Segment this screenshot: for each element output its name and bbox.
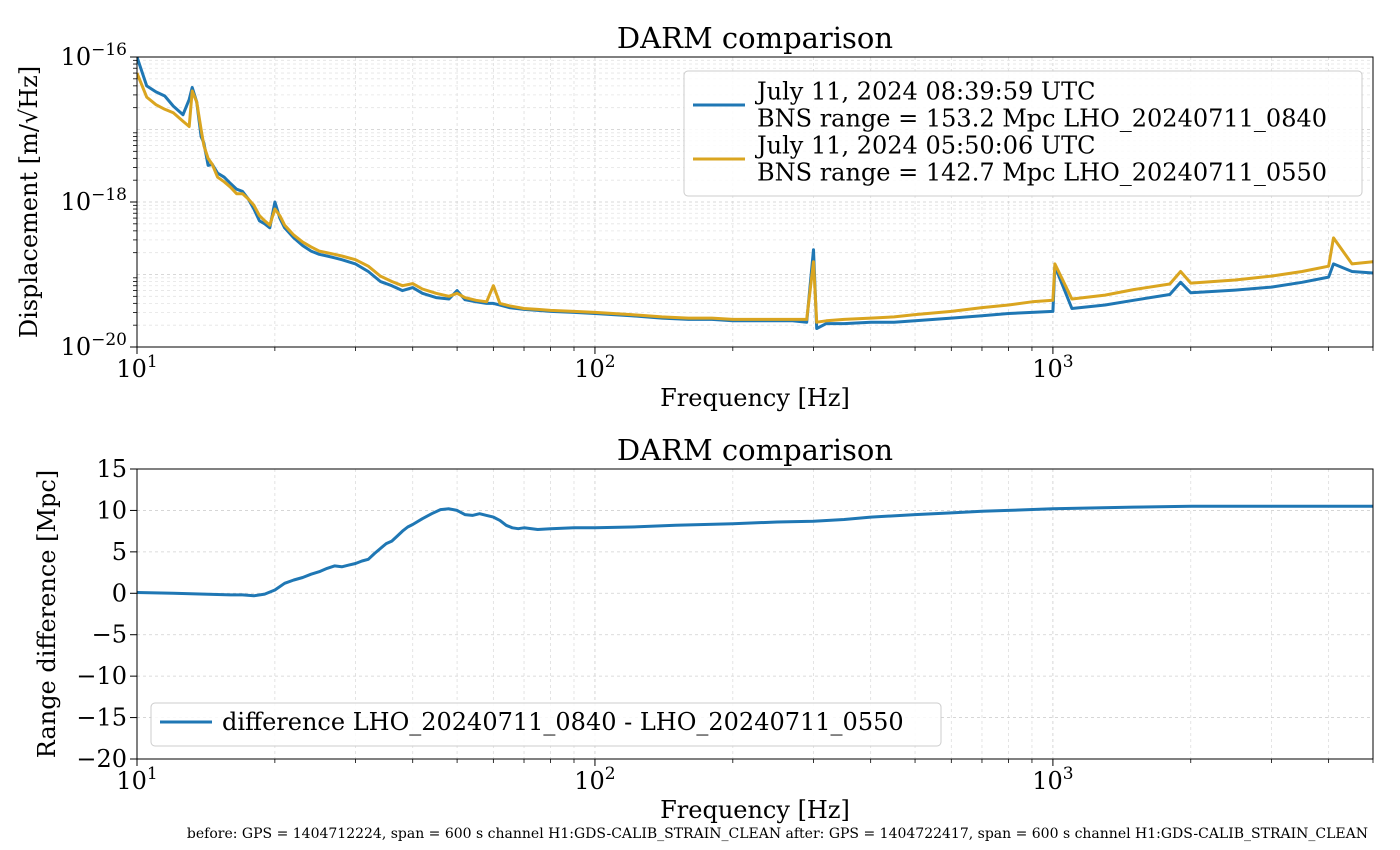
y-tick-label: −15 [76, 704, 127, 732]
y-tick-label: 10−16 [61, 40, 127, 71]
y-axis-label: Range difference [Mpc] [33, 470, 61, 758]
y-axis-label: Displacement [m/√Hz] [15, 66, 43, 338]
legend: difference LHO_20240711_0840 - LHO_20240… [150, 702, 942, 747]
panel-1: 101 102 103 10−16 10−18 10−20 DARM comparison F… [15, 21, 1374, 412]
x-tick-label: 101 [116, 352, 157, 383]
x-tick-label: 101 [116, 764, 157, 795]
y-tick-label: 15 [96, 455, 127, 483]
series-group [137, 57, 1373, 330]
gps-footnote: before: GPS = 1404712224, span = 600 s c… [186, 826, 1368, 842]
x-tick-label: 102 [574, 352, 615, 383]
x-tick-label: 103 [1032, 764, 1073, 795]
x-axis-label: Frequency [Hz] [660, 384, 850, 412]
legend-label: BNS range = 142.7 Mpc LHO_20240711_0550 [757, 159, 1327, 187]
y-tick-label: −20 [76, 745, 127, 773]
x-axis-label: Frequency [Hz] [660, 796, 850, 824]
chart-title: DARM comparison [617, 433, 893, 467]
legend-frame [683, 70, 1363, 197]
legend-label: July 11, 2024 05:50:06 UTC [754, 132, 1095, 160]
panel-2: 101 102 103 15 10 5 0 −5 −10 −15 −20 DARM compariso… [33, 433, 1374, 824]
y-tick-label: 10−18 [61, 185, 127, 216]
series-line-1 [137, 504, 1373, 598]
y-tick-label: 5 [112, 538, 127, 566]
y-tick-label: 10−20 [61, 330, 127, 361]
legend-label: July 11, 2024 08:39:59 UTC [754, 78, 1095, 106]
y-tick-label: −10 [76, 662, 127, 690]
y-tick-label: 0 [112, 579, 127, 607]
axes-frame [136, 468, 1374, 760]
legend-label: BNS range = 153.2 Mpc LHO_20240711_0840 [757, 105, 1327, 133]
x-tick-label: 103 [1032, 352, 1073, 383]
legend-frame [150, 702, 942, 747]
legend-label: difference LHO_20240711_0840 - LHO_20240… [222, 708, 904, 736]
y-tick-label: 10 [96, 496, 127, 524]
x-tick-label: 102 [574, 764, 615, 795]
y-tick-label: −5 [92, 621, 127, 649]
chart-title: DARM comparison [617, 21, 893, 55]
series-group [137, 504, 1373, 598]
series-line-2 [137, 72, 1373, 324]
